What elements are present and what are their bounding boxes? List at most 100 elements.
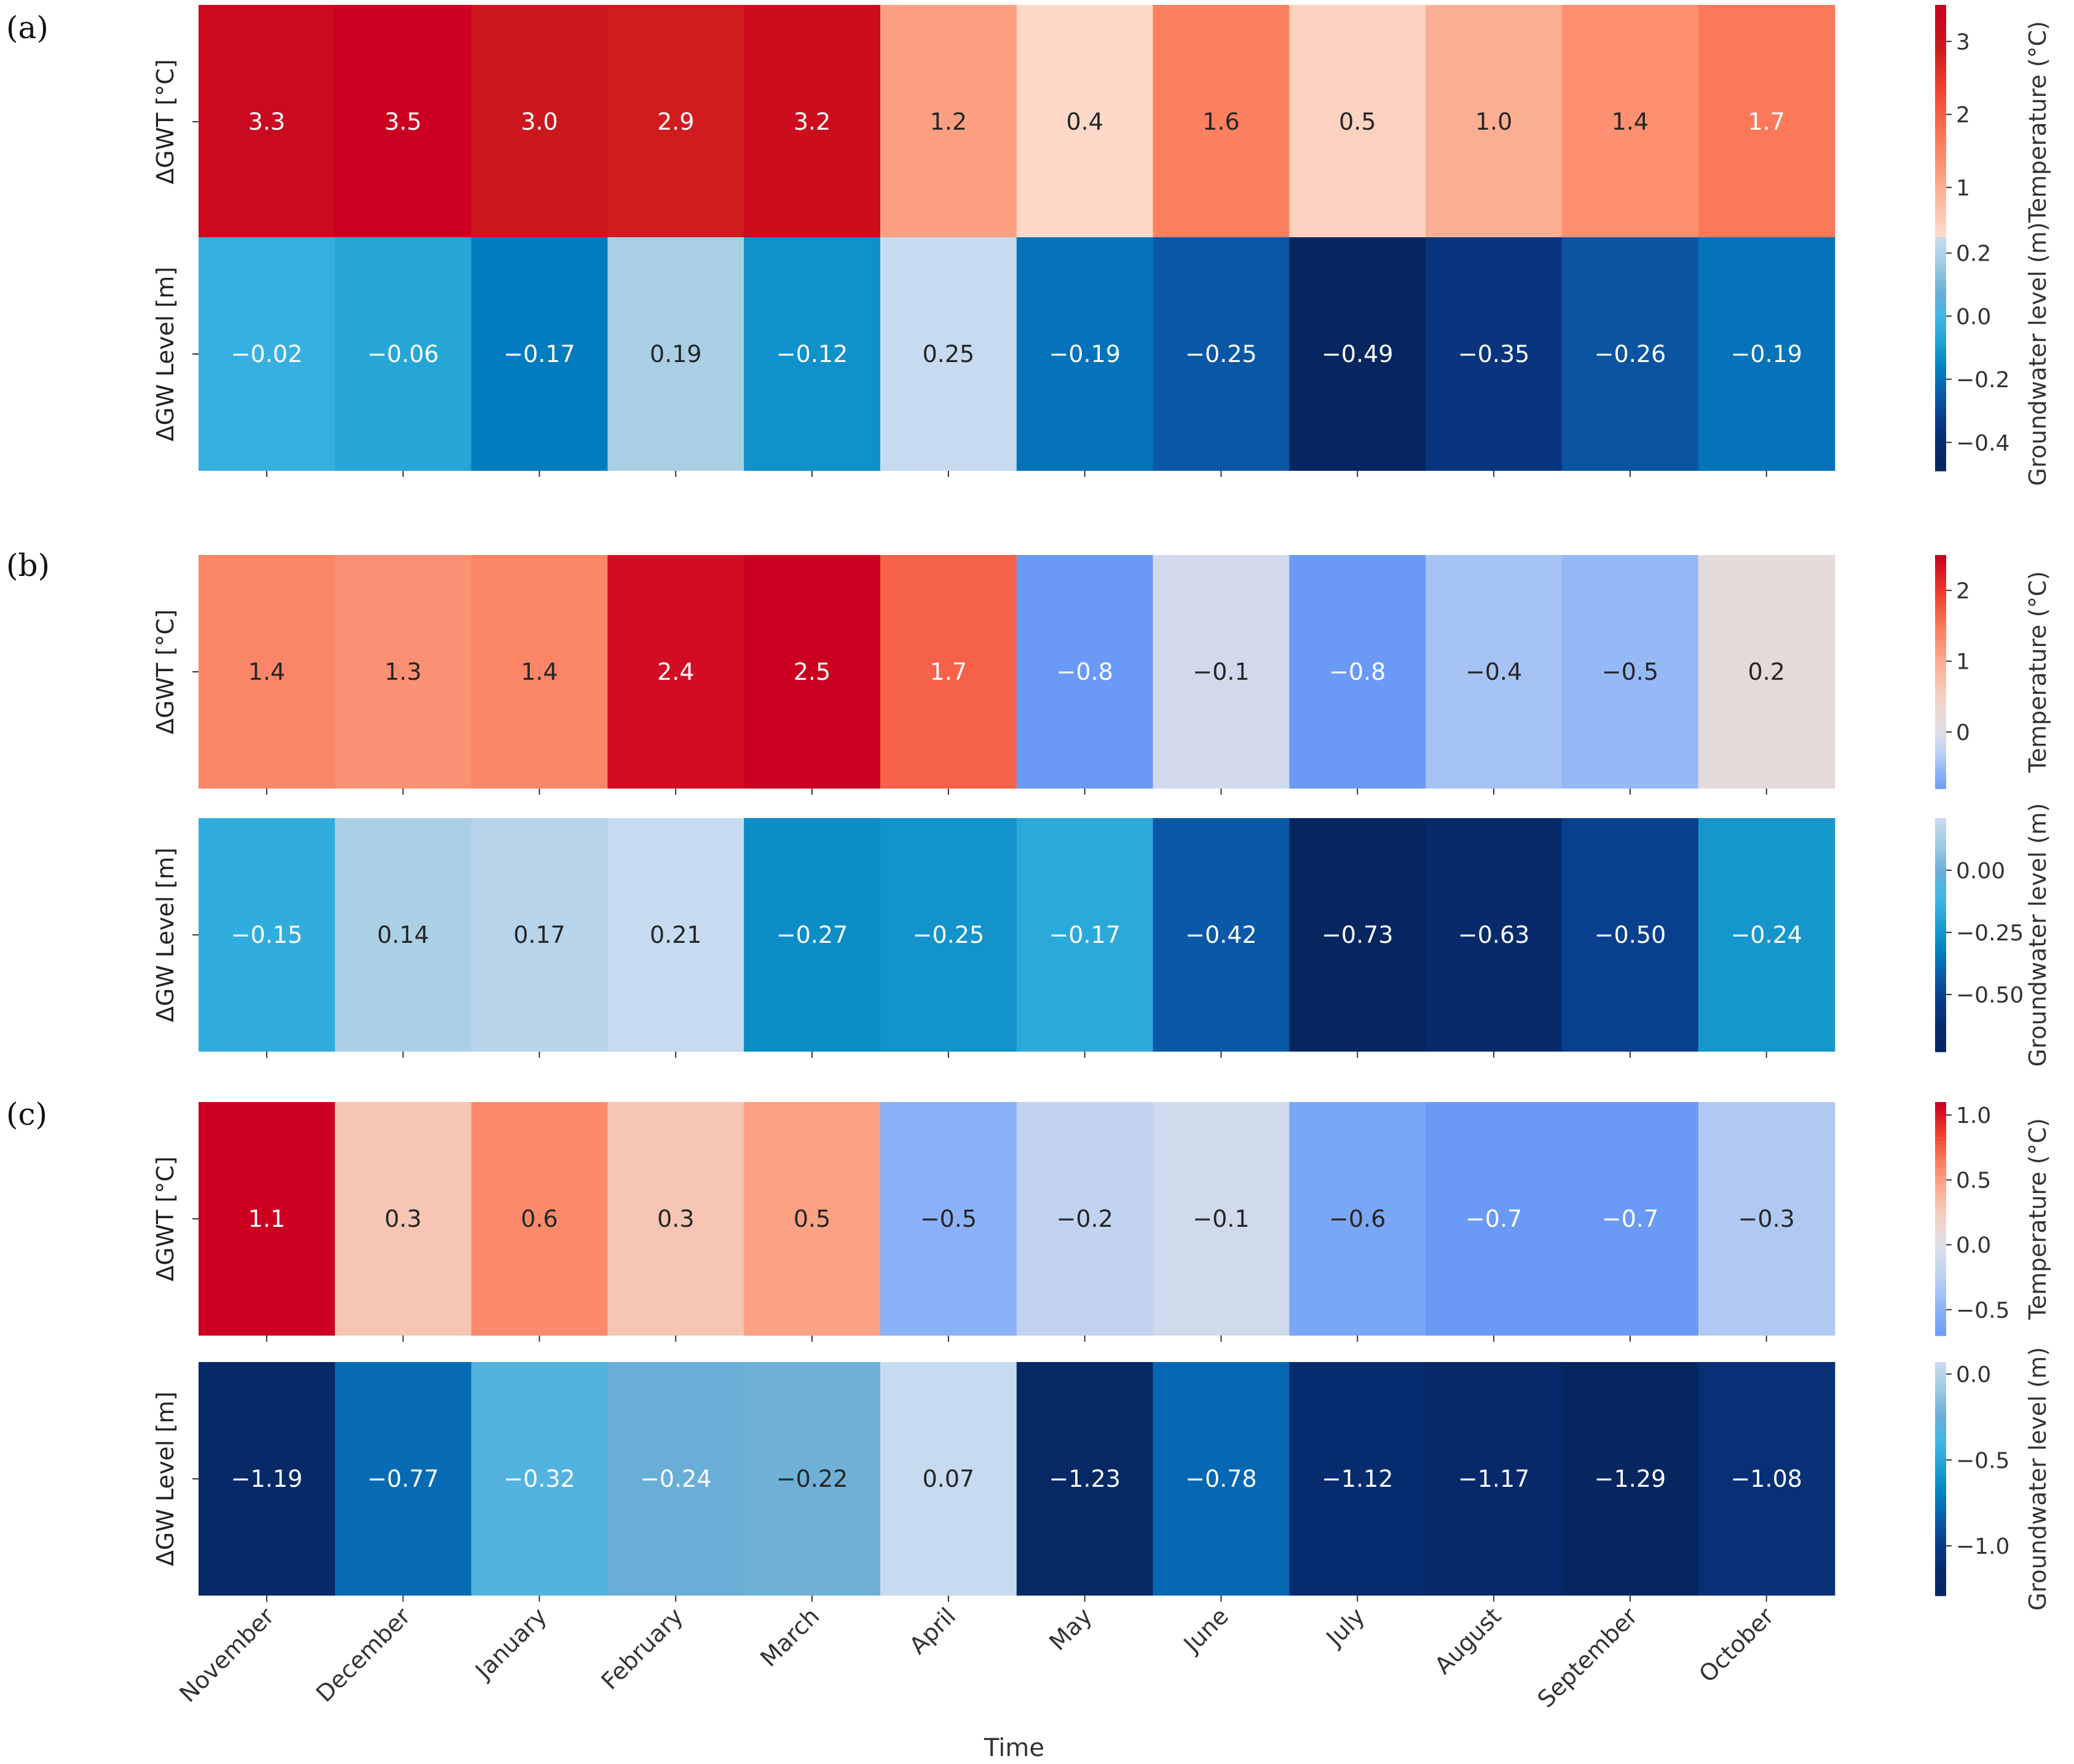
colorbar-segment bbox=[1935, 555, 1946, 560]
cell-value-label: −0.15 bbox=[231, 921, 302, 948]
colorbar-segment bbox=[1935, 1316, 1946, 1321]
colorbar-tick-label: −0.5 bbox=[1956, 1298, 2009, 1323]
y-axis-label-gwl: ΔGW Level [m] bbox=[152, 848, 179, 1022]
colorbar-segment bbox=[1935, 853, 1946, 858]
colorbar-segment bbox=[1935, 1521, 1946, 1526]
heatmap-cell bbox=[1425, 1102, 1563, 1336]
cell-value-label: −0.17 bbox=[503, 341, 575, 368]
colorbar-segment bbox=[1935, 1518, 1946, 1522]
heatmap-cell bbox=[1698, 1362, 1835, 1596]
colorbar-segment bbox=[1935, 396, 1946, 401]
colorbar-segment bbox=[1935, 849, 1946, 854]
colorbar-segment bbox=[1935, 1234, 1946, 1239]
colorbar-tick-label: 1 bbox=[1956, 650, 1970, 675]
colorbar-segment bbox=[1935, 459, 1946, 464]
colorbar-segment bbox=[1935, 749, 1946, 754]
colorbar-segment bbox=[1935, 168, 1946, 173]
colorbar-segment bbox=[1935, 691, 1946, 696]
colorbar-segment bbox=[1935, 1250, 1946, 1254]
heatmap-cell bbox=[1289, 818, 1426, 1052]
colorbar-segment bbox=[1935, 656, 1946, 661]
cell-value-label: 2.9 bbox=[657, 108, 694, 135]
heatmap-cell bbox=[1425, 237, 1563, 471]
heatmap-cell bbox=[880, 1362, 1017, 1596]
colorbar-segment bbox=[1935, 1005, 1946, 1010]
colorbar-gwt: 1 2 3 Temperature (°C) bbox=[1935, 5, 2051, 239]
colorbar-segment bbox=[1935, 818, 1946, 823]
heatmap-cell bbox=[1016, 5, 1154, 238]
colorbar-segment bbox=[1935, 1584, 1946, 1589]
colorbar-segment bbox=[1935, 75, 1946, 80]
heatmap-cell bbox=[607, 818, 744, 1052]
colorbar-label-gwl: Groundwater level (m) bbox=[2024, 1347, 2051, 1610]
colorbar-segment bbox=[1935, 912, 1946, 916]
heatmap-cell bbox=[334, 818, 472, 1052]
colorbar-segment bbox=[1935, 44, 1946, 49]
colorbar-tick-label: 0 bbox=[1956, 720, 1970, 746]
heatmap-cell bbox=[1016, 555, 1154, 789]
colorbar-tick-label: −0.5 bbox=[1956, 1448, 2009, 1473]
colorbar-segment bbox=[1935, 876, 1946, 881]
colorbar-segment bbox=[1935, 1242, 1946, 1247]
colorbar-segment bbox=[1935, 1482, 1946, 1487]
colorbar-segment bbox=[1935, 1475, 1946, 1479]
colorbar-segment bbox=[1935, 141, 1946, 146]
colorbar-segment bbox=[1935, 582, 1946, 587]
colorbar-segment bbox=[1935, 884, 1946, 889]
colorbar-segment bbox=[1935, 40, 1946, 45]
colorbar-segment bbox=[1935, 1285, 1946, 1290]
colorbar-segment bbox=[1935, 1498, 1946, 1503]
colorbar-segment bbox=[1935, 1114, 1946, 1119]
colorbar-segment bbox=[1935, 1179, 1946, 1184]
colorbar-segment bbox=[1935, 284, 1946, 289]
colorbar-segment bbox=[1935, 602, 1946, 607]
heatmap-cell bbox=[880, 5, 1017, 238]
colorbar-segment bbox=[1935, 872, 1946, 877]
colorbar-segment bbox=[1935, 1168, 1946, 1173]
cell-value-label: −0.77 bbox=[367, 1465, 438, 1492]
colorbar-segment bbox=[1935, 1164, 1946, 1169]
colorbar-segment bbox=[1935, 385, 1946, 390]
colorbar-segment bbox=[1935, 742, 1946, 747]
colorbar-segment bbox=[1935, 9, 1946, 14]
colorbar-tick-label: 0.2 bbox=[1956, 242, 1991, 267]
colorbar-segment bbox=[1935, 1133, 1946, 1138]
colorbar-segment bbox=[1935, 1106, 1946, 1111]
colorbar-segment bbox=[1935, 586, 1946, 591]
colorbar-segment bbox=[1935, 1553, 1946, 1557]
heatmap-cell bbox=[1562, 5, 1699, 238]
colorbar-segment bbox=[1935, 974, 1946, 978]
colorbar-segment bbox=[1935, 1416, 1946, 1421]
cell-value-label: 0.07 bbox=[923, 1465, 975, 1492]
colorbar-segment bbox=[1935, 1281, 1946, 1286]
cell-value-label: −1.12 bbox=[1322, 1465, 1393, 1492]
colorbar-segment bbox=[1935, 880, 1946, 885]
colorbar-segment bbox=[1935, 621, 1946, 626]
heatmap-cell bbox=[471, 555, 609, 789]
cell-value-label: −0.1 bbox=[1193, 1205, 1249, 1232]
cell-value-label: −0.5 bbox=[920, 1205, 977, 1232]
colorbar-segment bbox=[1935, 1529, 1946, 1534]
colorbar-segment bbox=[1935, 1187, 1946, 1192]
colorbar-segment bbox=[1935, 1149, 1946, 1154]
colorbar-segment bbox=[1935, 180, 1946, 185]
colorbar-segment bbox=[1935, 439, 1946, 444]
colorbar-segment bbox=[1935, 562, 1946, 567]
colorbar-segment bbox=[1935, 985, 1946, 990]
cell-value-label: −0.7 bbox=[1465, 1205, 1522, 1232]
cell-value-label: 1.6 bbox=[1202, 108, 1239, 135]
colorbar-segment bbox=[1935, 187, 1946, 192]
cell-value-label: −0.25 bbox=[1185, 341, 1256, 368]
heatmap-cell bbox=[199, 1362, 336, 1596]
colorbar-segment bbox=[1935, 404, 1946, 409]
heatmap-cell bbox=[1425, 1362, 1563, 1596]
colorbar-segment bbox=[1935, 303, 1946, 308]
colorbar-segment bbox=[1935, 1028, 1946, 1033]
colorbar-segment bbox=[1935, 950, 1946, 955]
colorbar-segment bbox=[1935, 1226, 1946, 1231]
heatmap-cell bbox=[744, 818, 881, 1052]
cell-value-label: −1.17 bbox=[1458, 1465, 1529, 1492]
colorbar-segment bbox=[1935, 1254, 1946, 1259]
colorbar-segment bbox=[1935, 241, 1946, 246]
